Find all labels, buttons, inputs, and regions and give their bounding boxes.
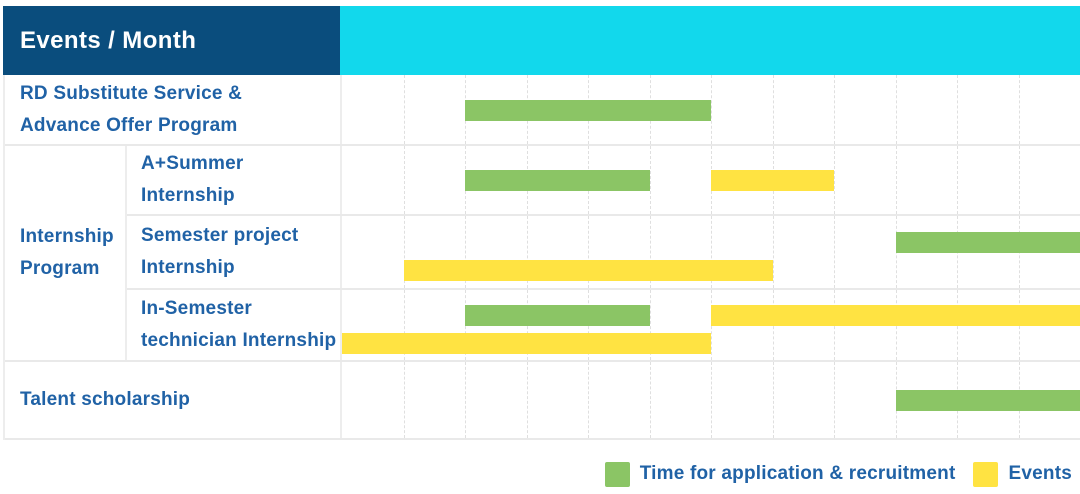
table-row-semester-project-internship: Semester project Internship [127, 216, 1080, 290]
event-bar [342, 333, 711, 354]
event-bar [403, 260, 773, 281]
month-gridline [834, 362, 835, 438]
application-bar [465, 99, 711, 121]
application-bar [895, 232, 1080, 253]
row-chart-area-rd-substitute [342, 75, 1080, 144]
legend-item-application: Time for application & recruitment [604, 461, 956, 487]
legend: Time for application & recruitment Events [0, 461, 1072, 487]
month-gridline [588, 216, 589, 288]
legend-label-application: Time for application & recruitment [639, 463, 956, 484]
application-bar [465, 305, 650, 326]
row-label-semester-project-internship: Semester project Internship [127, 216, 342, 288]
month-gridline [588, 362, 589, 438]
month-gridline [403, 290, 405, 360]
row-label-line: Semester project [141, 225, 299, 246]
row-label-line: RD Substitute Service & [20, 82, 243, 104]
row-label-a-summer-internship: A+Summer Internship [127, 146, 342, 214]
row-chart-area-a-summer-internship [342, 146, 1080, 214]
application-swatch-icon [604, 461, 630, 487]
month-gridline [526, 216, 528, 288]
month-gridline [957, 146, 958, 214]
row-chart-area-talent-scholarship [342, 362, 1080, 438]
month-gridline [649, 146, 651, 214]
month-gridline [526, 362, 528, 438]
row-label-line: Internship [141, 185, 235, 206]
month-gridline [1018, 146, 1020, 214]
month-gridline [465, 216, 466, 288]
month-gridline [711, 362, 712, 438]
row-label-talent-scholarship: Talent scholarship [5, 362, 342, 438]
table-row-a-summer-internship: A+Summer Internship [127, 146, 1080, 216]
month-gridline [649, 290, 651, 360]
application-bar [895, 390, 1080, 411]
month-gridline [834, 216, 835, 288]
group-internship-program: Internship Program A+Summer Internship Semes… [5, 146, 1080, 362]
month-gridline [1018, 75, 1020, 144]
month-gridline [895, 75, 897, 144]
month-gridline [649, 362, 651, 438]
schedule-table: Events / Month RD Substitute Service & Ad… [3, 6, 1080, 440]
month-gridline [403, 216, 405, 288]
application-bar [465, 170, 650, 191]
month-gridline [957, 75, 958, 144]
month-gridline [711, 216, 712, 288]
event-bar [711, 305, 1080, 326]
table-row-talent-scholarship: Talent scholarship [5, 362, 1080, 440]
month-gridline [834, 75, 835, 144]
month-gridline [772, 362, 774, 438]
row-label-line: technician Internship [141, 330, 337, 351]
month-gridline [711, 75, 712, 144]
legend-item-event: Events [973, 461, 1072, 487]
row-label-line: A+Summer [141, 153, 244, 174]
events-month-header-cell: Events / Month [3, 6, 340, 75]
row-label-line: Advance Offer Program [20, 114, 238, 136]
legend-label-event: Events [1008, 463, 1072, 484]
month-gridline [895, 146, 897, 214]
row-chart-area-in-semester-technician-internship [342, 290, 1080, 360]
month-gridline [465, 362, 466, 438]
month-gridline [772, 75, 774, 144]
month-gridline [403, 146, 405, 214]
row-label-line: Internship [141, 257, 235, 278]
table-header-row: Events / Month [3, 6, 1080, 75]
group-label-line: Program [20, 258, 100, 279]
table-row-in-semester-technician-internship: In-Semester technician Internship [127, 290, 1080, 360]
row-chart-area-semester-project-internship [342, 216, 1080, 288]
group-rows-internship-program: A+Summer Internship Semester project Intern… [127, 146, 1080, 360]
row-label-line: In-Semester [141, 298, 252, 319]
event-bar [711, 170, 834, 191]
table-body: RD Substitute Service & Advance Offer Pro… [3, 75, 1080, 440]
row-label-line: Talent scholarship [20, 389, 191, 410]
month-gridline [834, 146, 835, 214]
month-gridline [649, 216, 651, 288]
event-swatch-icon [973, 461, 999, 487]
row-label-rd-substitute: RD Substitute Service & Advance Offer Pro… [5, 75, 342, 144]
row-label-in-semester-technician-internship: In-Semester technician Internship [127, 290, 342, 360]
month-gridline [772, 216, 774, 288]
group-label-line: Internship [20, 226, 114, 247]
month-gridline [403, 75, 405, 144]
group-label-internship-program: Internship Program [5, 146, 127, 360]
table-row-rd-substitute: RD Substitute Service & Advance Offer Pro… [5, 75, 1080, 146]
month-gridline [403, 362, 405, 438]
month-header-strip [340, 6, 1080, 75]
